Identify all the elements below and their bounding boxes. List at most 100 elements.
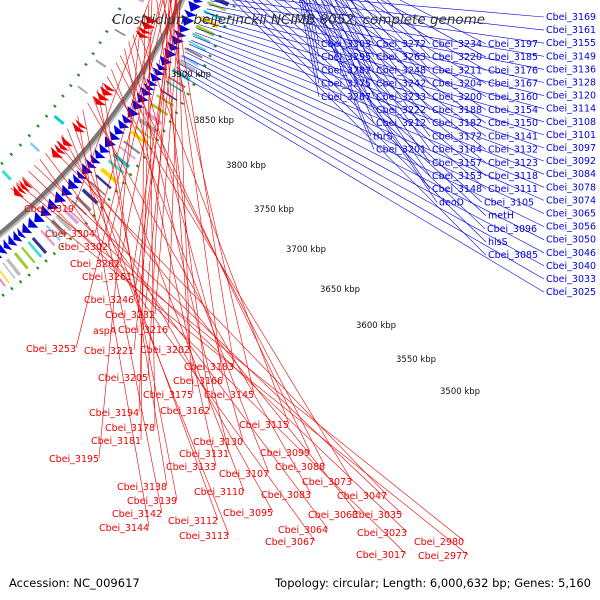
gene-label-reverse: Cbei_3161 [546, 25, 596, 36]
reverse-leader-line [380, 0, 487, 58]
gene-label-reverse: Cbei_3303 [321, 39, 371, 50]
reverse-leader-line [182, 55, 545, 240]
gene-label-forward: Cbei_3095 [223, 508, 273, 519]
reverse-leader-line [399, 0, 487, 45]
reverse-leader-line [376, 0, 431, 58]
ruler-tick-label: 3750 kbp [254, 205, 294, 215]
reverse-leader-line [193, 36, 545, 175]
reverse-gene-arrow [68, 178, 79, 190]
gene-label-reverse: Cbei_3154 [488, 105, 538, 116]
gene-label-reverse: Cbei_3185 [488, 52, 538, 63]
forward-leader-line [22, 176, 407, 555]
cog-feature-bar [89, 180, 106, 196]
cog-feature-bar [31, 236, 48, 255]
forward-leader-line [45, 153, 329, 530]
gene-label-reverse: Cbei_3111 [488, 184, 538, 195]
forward-leader-line [169, 0, 224, 381]
forward-leader-line [92, 96, 245, 492]
gene-labels: Cbei_3303 Cbei_3295 Cbei_3282 Cbei_3275 Cbei… [24, 12, 596, 562]
gene-label-forward: Cbei_3142 [112, 509, 162, 520]
gene-label-forward: Cbei_3115 [239, 420, 289, 431]
reverse-leader-line [200, 20, 545, 123]
forward-leader-line [111, 69, 270, 474]
gene-label-forward: Cbei_3319 [24, 204, 74, 215]
gene-label-reverse: Cbei_3108 [546, 117, 596, 128]
forward-gene-arrow [72, 122, 85, 133]
gene-label-reverse: Cbei_3136 [546, 64, 596, 75]
gene-label-reverse: Cbei_3160 [488, 92, 538, 103]
cog-feature-bar [167, 76, 186, 89]
reverse-leader-line [363, 0, 487, 71]
reverse-gene-arrow [54, 191, 67, 203]
reverse-gene-arrow [181, 14, 195, 26]
forward-leader-line [162, 0, 255, 395]
reverse-leader-line [303, 0, 320, 71]
reverse-leader-line [306, 0, 320, 58]
map-title-group: Clostridium beijerinckii NCIMB 8052, com… [112, 12, 485, 28]
gene-label-reverse: Cbei_3085 [488, 250, 538, 261]
gene-label-reverse: Cbei_3120 [546, 91, 596, 102]
reverse-leader-line [330, 0, 375, 97]
gene-label-reverse: Cbei_3046 [546, 248, 596, 259]
cog-feature-bar [188, 40, 207, 52]
reverse-gene-arrow [17, 227, 27, 239]
forward-leader-line [174, 0, 235, 367]
gene-label-forward: aspA [93, 326, 117, 337]
gene-label-reverse: Cbei_3096 [487, 224, 537, 235]
cog-feature-bar [0, 278, 6, 287]
inner-feature-bar [29, 142, 41, 153]
forward-gene-arrow [100, 86, 114, 96]
reverse-leader-line [366, 0, 431, 71]
reverse-leader-line [173, 70, 545, 293]
forward-leader-line [124, 48, 217, 467]
reverse-leader-line [204, 12, 545, 96]
gene-label-forward: Cbei_3139 [127, 496, 177, 507]
gene-label-forward: Cbei_3023 [357, 528, 407, 539]
gene-label-forward: Cbei_3063 [308, 510, 358, 521]
cog-feature-bar [184, 47, 203, 59]
gene-label-reverse: Cbei_3141 [488, 131, 538, 142]
forward-leader-line [75, 0, 164, 349]
reverse-leader-line [274, 0, 487, 177]
reverse-leader-line [315, 0, 372, 137]
reverse-leader-line [199, 24, 545, 136]
gene-label-forward: Cbei_3110 [194, 487, 244, 498]
reverse-leader-line [282, 0, 487, 164]
reverse-leader-line [303, 0, 431, 190]
label-leader-lines [10, 0, 545, 556]
gene-label-forward: Cbei_3175 [143, 390, 193, 401]
genome-info-text: Topology: circular; Length: 6,000,632 bp… [275, 576, 591, 590]
forward-gene-arrow [137, 26, 152, 34]
reverse-leader-line [251, 0, 487, 216]
reverse-leader-line [176, 66, 545, 280]
gene-label-forward: Cbei_3035 [352, 510, 402, 521]
reverse-gene-arrow [13, 230, 23, 242]
reverse-leader-line [275, 0, 545, 31]
forward-leader-line [167, 0, 181, 330]
inner-feature-bar [77, 85, 88, 95]
reverse-gene-arrow [0, 255, 3, 259]
gene-label-reverse: Cbei_3295 [321, 52, 371, 63]
reverse-gene-arrow [188, 0, 202, 12]
reverse-leader-line [335, 0, 487, 98]
reverse-leader-line [308, 0, 431, 177]
inner-feature-bar [137, 0, 145, 3]
reverse-leader-line [334, 0, 431, 124]
gene-label-reverse: Cbei_3153 [432, 171, 482, 182]
gene-label-reverse: Cbei_3222 [376, 105, 426, 116]
gene-label-reverse: Cbei_3267 [321, 92, 371, 103]
gene-label-reverse: Cbei_3040 [546, 261, 596, 272]
gene-label-reverse: deoD [439, 197, 464, 208]
reverse-leader-line [178, 63, 545, 267]
forward-leader-line [28, 170, 408, 533]
gene-label-forward: Cbei_3246 [84, 295, 134, 306]
reverse-gene-arrow [3, 239, 13, 251]
reverse-leader-line [206, 8, 545, 83]
gene-label-reverse: Cbei_3150 [488, 118, 538, 129]
gene-label-reverse: Cbei_3092 [546, 156, 596, 167]
gene-label-forward: Cbei_3195 [49, 454, 99, 465]
cog-feature-bar [165, 80, 184, 93]
ruler-tick-label: 3850 kbp [194, 116, 234, 126]
forward-leader-line [94, 0, 162, 234]
ruler-tick-label: 3800 kbp [226, 161, 266, 171]
